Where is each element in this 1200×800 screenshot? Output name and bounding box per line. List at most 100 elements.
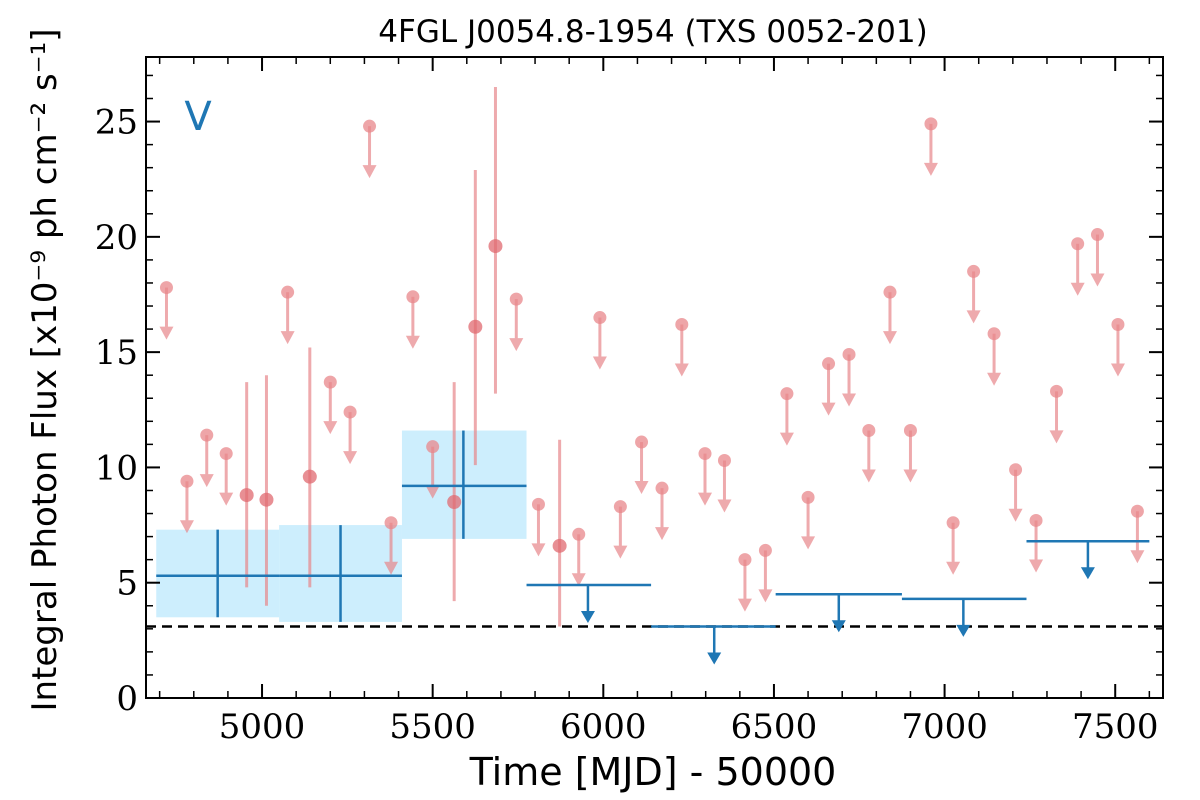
short-bin-upper-limit-point [572,527,586,541]
short-bin-upper-limit-arrow-head [613,545,628,559]
short-bin-upper-limit-arrow [966,271,981,324]
short-bin-upper-limit-arrow-head [903,469,918,483]
short-bin-upper-limit-arrow-head [425,485,440,499]
short-bin-upper-limit-arrow-head [159,326,174,340]
short-bin-upper-limit-arrow [801,497,816,550]
short-bin-upper-limit-point [780,387,794,401]
short-bin-upper-limit-arrow-head [199,474,214,488]
y-tick-label: 15 [95,333,138,373]
short-bin-upper-limit-arrow-head [219,492,234,506]
short-bin-upper-limit-point [593,311,607,325]
short-bin-upper-limit-arrow [592,317,607,370]
short-bin-upper-limit-point [426,440,440,454]
long-bin-upper-limit-arrow [580,585,595,624]
short-bin-upper-limit-arrow [655,488,670,541]
short-bin-upper-limit-point [323,375,337,389]
short-bin-upper-limit-arrow-head [821,402,836,416]
y-tick-label: 10 [95,448,138,488]
y-tick-label: 5 [116,564,138,604]
short-bin-upper-limit-arrow-head [946,561,961,575]
short-bin-upper-limit-arrow [842,354,857,407]
short-bin-upper-limit-arrow [1070,243,1085,296]
short-bin-upper-limit-point [1009,463,1023,477]
short-bin-upper-limit-arrow-head [362,165,377,179]
short-bin-upper-limit-arrow [199,435,214,488]
short-bin-upper-limit-point [698,447,712,461]
short-bin-upper-limit-arrow-head [882,331,897,345]
long-bin-upper-limit-arrow [707,626,722,665]
x-axis-label: Time [MJD] - 50000 [469,750,837,794]
short-bin-upper-limit-point [924,117,938,131]
short-bin-upper-limit-arrow [571,534,586,587]
short-bin-upper-limit-point [281,285,295,299]
short-bin-upper-limit-arrow-head [923,162,938,176]
short-bin-detection-point [488,239,503,254]
short-bin-upper-limit-point [200,428,214,442]
long-bin-upper-limit-arrow-head [956,624,971,637]
short-bin-upper-limit-arrow [946,522,961,575]
short-bin-upper-limit-arrow-head [779,432,794,446]
short-bin-upper-limit-arrow [1130,511,1145,564]
short-bin-upper-limit-point [801,490,815,504]
short-bin-upper-limit-point [675,317,689,331]
short-bin-upper-limit-arrow [821,363,836,416]
short-bin-upper-limit-arrow [531,504,546,557]
short-bin-upper-limit-point [967,264,981,278]
short-bin-upper-limit-point [862,424,876,438]
x-tick-label: 7000 [901,707,988,747]
x-tick-label: 5000 [219,707,306,747]
y-axis-label: Integral Photon Flux [x10⁻⁹ ph cm⁻² s⁻¹] [25,28,65,711]
short-bin-upper-limit-arrow [159,287,174,340]
short-bin-upper-limit-arrow-head [698,492,713,506]
short-bin-upper-limit-arrow [613,506,628,559]
short-bin-upper-limit-arrow-head [571,573,586,587]
short-bin-upper-limit-point [903,424,917,438]
long-bin-upper-limit-arrow-head [707,652,722,665]
short-bin-detection-point [552,538,567,553]
short-bin-detection-point [447,495,462,510]
short-bin-upper-limit-point [946,516,960,530]
short-bin-upper-limit-point [343,405,357,419]
short-bin-upper-limit-arrow-head [634,481,649,495]
short-bin-upper-limit-point [1111,317,1125,331]
short-bin-upper-limit-arrow-head [758,589,773,603]
short-bin-upper-limit-arrow-head [280,331,295,345]
short-bin-upper-limit-point [1090,228,1104,242]
short-bin-upper-limit-arrow [179,481,194,534]
short-bin-upper-limit-arrow-head [987,372,1002,386]
long-bin-upper-limit-arrow-head [580,611,595,624]
short-bin-upper-limit-arrow [509,299,524,352]
short-bin-upper-limit-point [738,553,752,567]
short-bin-upper-limit-point [219,447,233,461]
short-bin-upper-limit-arrow [1029,520,1044,573]
short-bin-upper-limit-arrow-head [1049,430,1064,444]
short-bin-upper-limit-arrow [779,393,794,446]
short-bin-upper-limit-arrow-head [674,363,689,377]
short-bin-upper-limit-point [180,474,194,488]
short-bin-upper-limit-arrow [698,453,713,506]
short-bin-upper-limit-arrow [280,292,295,345]
x-tick-label: 7500 [1072,707,1159,747]
short-bin-upper-limit-point [987,327,1001,341]
y-tick-label: 20 [95,218,138,258]
y-tick-label: 25 [95,103,138,143]
short-bin-upper-limit-point [1130,504,1144,518]
short-bin-upper-limit-point [159,281,173,295]
short-bin-upper-limit-point [635,435,649,449]
short-bin-detection-point [259,492,274,507]
short-bin-upper-limit-arrow-head [1090,273,1105,287]
short-bin-upper-limit-point [1050,384,1064,398]
x-tick-label: 5500 [389,707,476,747]
short-bin-upper-limit-arrow [737,559,752,612]
short-bin-detection-point [468,319,483,334]
short-bin-upper-limit-arrow [343,412,358,465]
short-bin-upper-limit-arrow [1008,469,1023,522]
short-bin-upper-limit-point [363,119,377,133]
short-bin-upper-limit-arrow [362,126,377,179]
short-bin-upper-limit-point [655,481,669,495]
short-bin-upper-limit-arrow-head [323,421,338,435]
short-bins-layer [159,86,1145,627]
short-bin-upper-limit-arrow [717,460,732,513]
short-bin-upper-limit-arrow-head [531,543,546,557]
